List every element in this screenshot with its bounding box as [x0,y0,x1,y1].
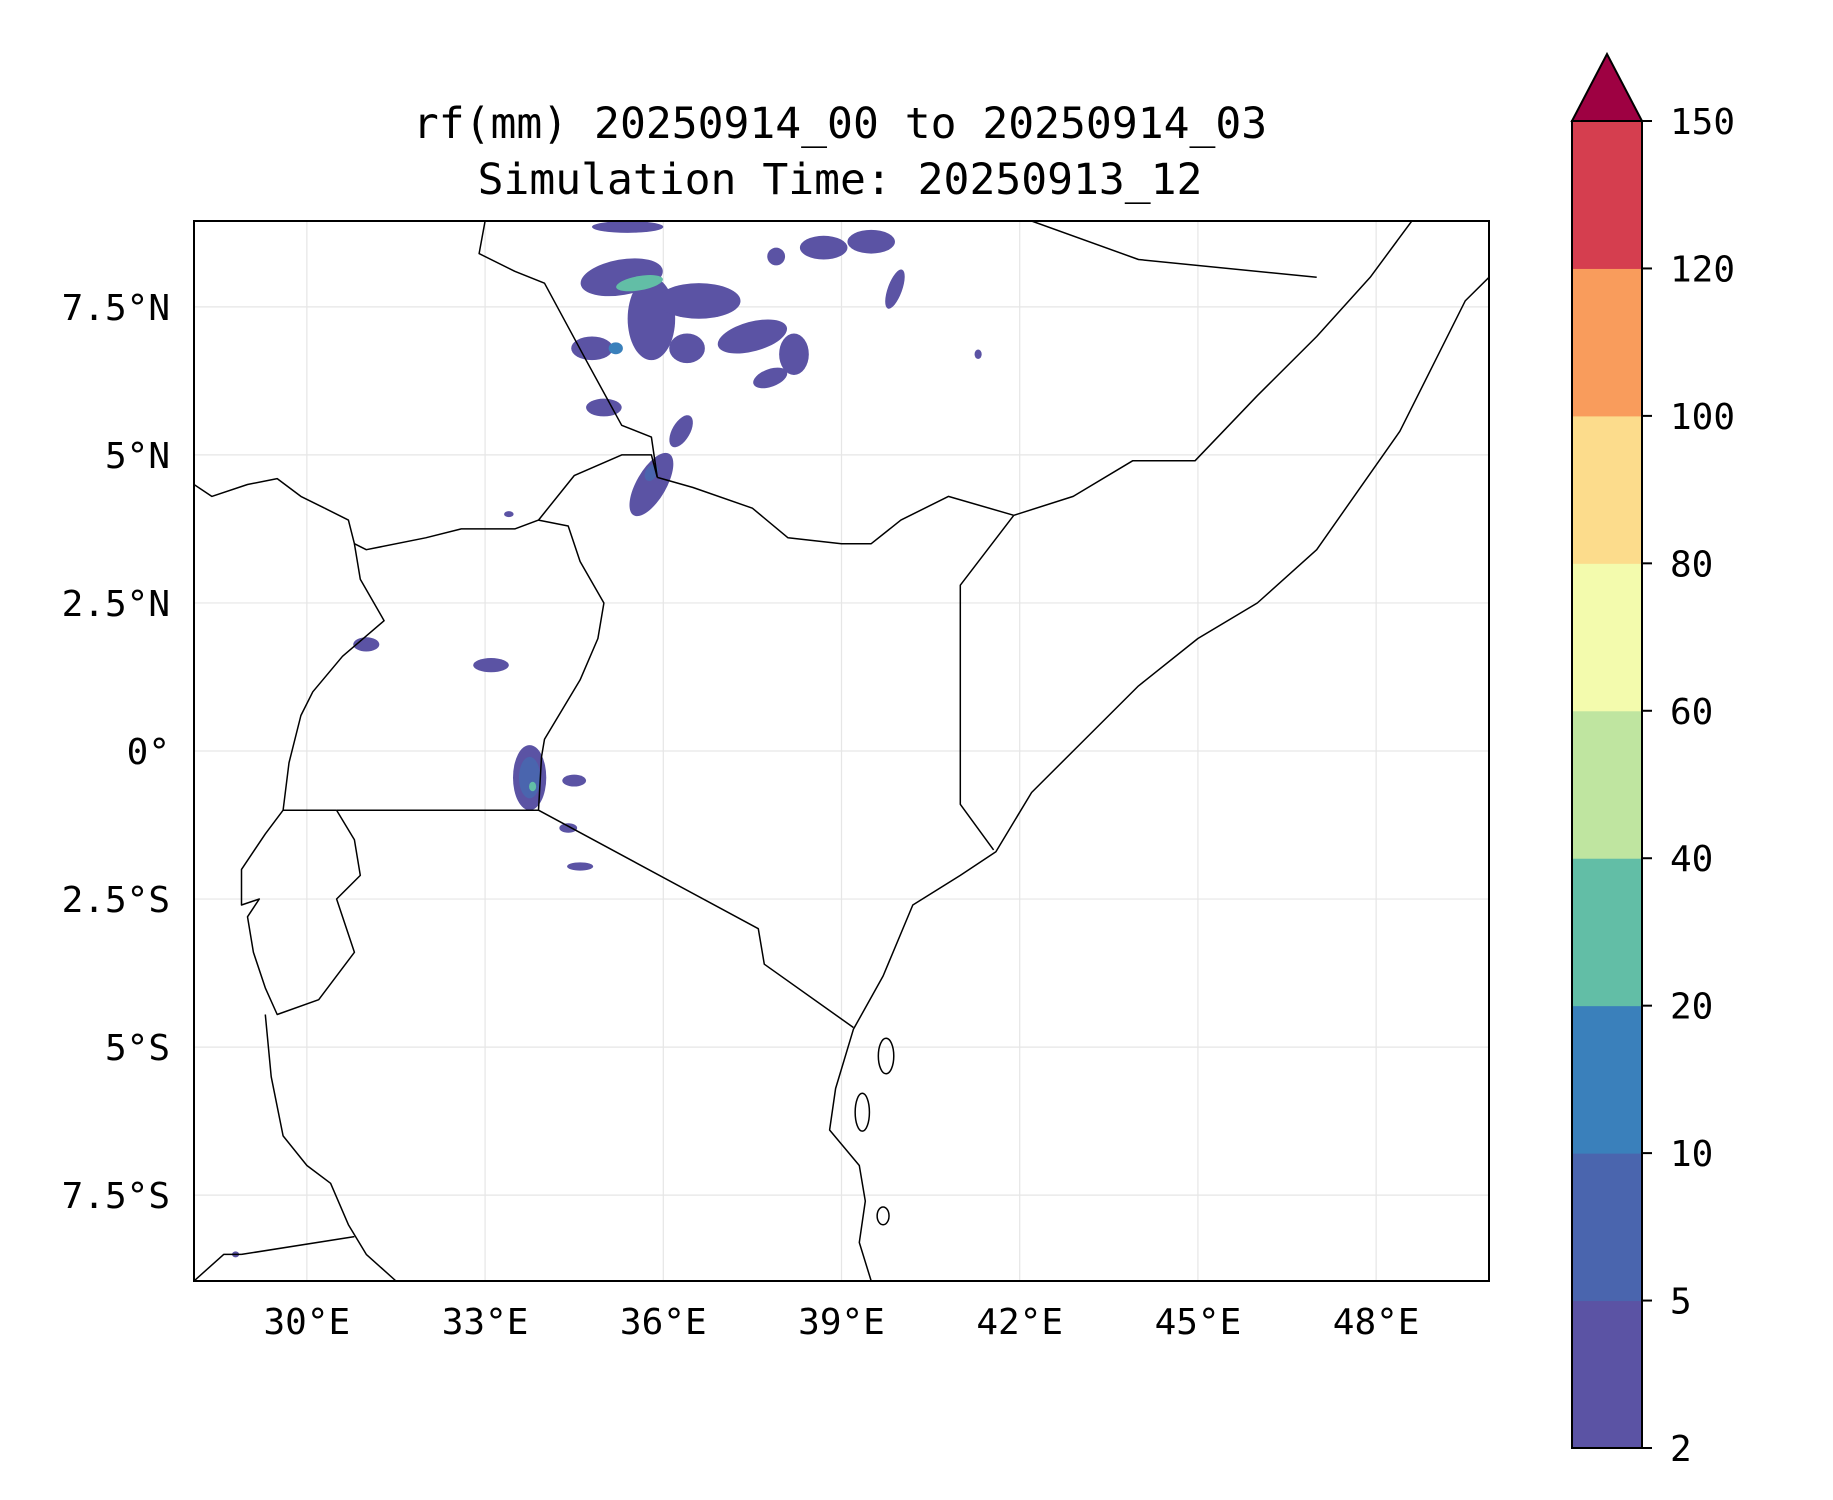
rain-area [586,398,622,417]
colorbar-segment [1572,710,1642,859]
rain-area [629,452,674,517]
rain-area [473,658,509,673]
rain-area [799,235,848,260]
map-frame [193,220,1490,1282]
border-tanzania-north [336,809,854,1029]
border-lake-tanganyika [264,1014,397,1281]
lat-tick-label: 0° [127,732,170,773]
border-ethiopia-somaliland [1031,221,1317,279]
border-south-sudan-north [194,477,326,509]
rain-area [571,336,613,361]
rain-area [608,342,623,355]
lon-tick-label: 42°E [976,1302,1063,1343]
border-drc-south [194,1253,242,1281]
rain-area [529,781,537,792]
rain-area [885,269,905,309]
rain-area [753,367,788,389]
colorbar-segment [1572,858,1642,1007]
lon-tick-label: 36°E [620,1302,707,1343]
island [854,1092,871,1132]
colorbar-tick-label: 100 [1670,397,1735,438]
rain-area [669,415,693,448]
rain-area [767,247,786,266]
rain-area [567,862,594,871]
lon-tick-label: 45°E [1155,1302,1242,1343]
rain-area [974,349,982,359]
coastline-east-africa [828,276,1489,1281]
colorbar-extend-arrow [1570,51,1644,122]
rain-area [847,229,895,254]
colorbar-segment [1572,1005,1642,1154]
colorbar-segment [1572,563,1642,712]
border-south-sudan-ethiopia [478,221,659,478]
colorbar-tick-label: 60 [1670,692,1713,733]
map-panel: 30°E 33°E 36°E 39°E 42°E 45°E 48°E 7.5°N 5°N 2.5… [62,220,1490,1343]
colorbar-frame [1571,120,1643,1449]
colorbar-tick-label: 5 [1670,1282,1692,1323]
figure-subtitle: Simulation Time: 20250913_12 [478,155,1203,205]
border-uganda-kenya [537,519,605,811]
colorbar-tick-label: 80 [1670,544,1713,585]
lat-tick-label: 5°N [105,436,170,477]
border-zambia-tanzania [241,1235,355,1256]
lon-tick-label: 39°E [798,1302,885,1343]
border-ethiopia-somalia [1013,221,1413,517]
lat-tick-label: 7.5°S [62,1176,170,1217]
border-south-sudan-uganda [324,507,539,551]
lat-tick-label: 2.5°S [62,880,170,921]
colorbar-segment [1572,268,1642,417]
rain-area [562,774,587,787]
latitude-axis: 7.5°N 5°N 2.5°N 0° 2.5°S 5°S 7.5°S [62,288,170,1217]
colorbar-tick-label: 2 [1670,1429,1692,1470]
lat-tick-label: 2.5°N [62,584,170,625]
lat-tick-label: 7.5°N [62,288,170,329]
colorbar-tick-label: 40 [1670,839,1713,880]
lat-tick-label: 5°S [105,1028,170,1069]
island [876,1206,890,1226]
rain-area [504,511,514,518]
rain-area [779,333,809,375]
colorbar-tick-label: 20 [1670,987,1713,1028]
rain-area [669,333,705,364]
colorbar-segment [1572,1153,1642,1302]
rain-area [592,221,664,233]
border-uganda-drc [282,543,385,811]
colorbar: 2 5 10 20 40 60 80 100 120 150 [1570,51,1735,1470]
lon-tick-label: 30°E [264,1302,351,1343]
rainfall-areas [232,221,982,1258]
colorbar-tick-label: 120 [1670,249,1735,290]
rain-area [559,823,578,833]
lon-tick-label: 48°E [1333,1302,1420,1343]
colorbar-segment [1572,121,1642,269]
colorbar-tick-label: 150 [1670,102,1735,143]
longitude-axis: 30°E 33°E 36°E 39°E 42°E 45°E 48°E [264,1302,1420,1343]
island [877,1037,895,1075]
border-rwanda-burundi [240,809,362,1016]
colorbar-tick-label: 10 [1670,1134,1713,1175]
border-south-sudan-kenya [537,454,659,521]
rain-area [616,275,663,292]
lon-tick-label: 33°E [442,1302,529,1343]
gridlines [194,221,1489,1281]
country-borders [194,221,1489,1281]
rain-area [657,283,741,319]
rain-area [717,319,788,354]
colorbar-segment [1572,1300,1642,1449]
colorbar-segment [1572,415,1642,564]
border-kenya-ethiopia [657,476,1015,545]
border-kenya-somalia [959,514,1015,851]
figure-title: rf(mm) 20250914_00 to 20250914_03 [413,99,1267,149]
rain-area [518,756,541,799]
